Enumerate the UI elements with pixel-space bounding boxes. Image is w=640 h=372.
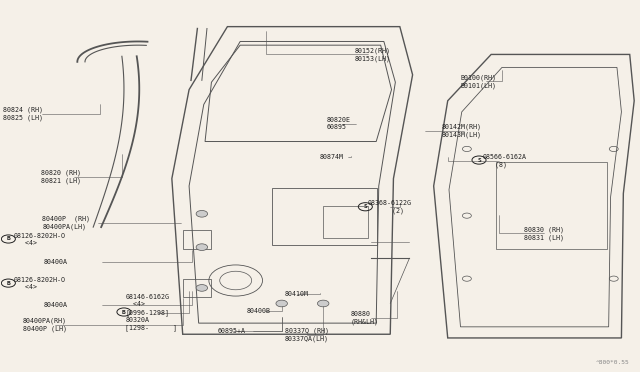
- Text: 80820E
60895: 80820E 60895: [326, 117, 350, 131]
- Text: 80830 (RH)
80831 (LH): 80830 (RH) 80831 (LH): [524, 226, 564, 241]
- Text: S: S: [364, 204, 367, 209]
- Text: 80142M(RH)
80143M(LH): 80142M(RH) 80143M(LH): [442, 124, 481, 138]
- Text: 80820 (RH)
80821 (LH): 80820 (RH) 80821 (LH): [41, 170, 81, 184]
- Text: B: B: [6, 237, 10, 241]
- Text: 80400PA(RH)
80400P (LH): 80400PA(RH) 80400P (LH): [23, 318, 67, 332]
- Text: 80880
(RH&LH): 80880 (RH&LH): [351, 311, 379, 325]
- Text: 80824 (RH)
80825 (LH): 80824 (RH) 80825 (LH): [3, 106, 43, 121]
- Text: B: B: [122, 310, 126, 314]
- Text: 08126-8202H-O
   <4>: 08126-8202H-O <4>: [13, 233, 65, 247]
- Text: 08146-6162G
  <4>
[0996-1298]
80320A
[1298-      ]: 08146-6162G <4> [0996-1298] 80320A [1298…: [125, 294, 177, 331]
- Text: 80337Q (RH)
80337QA(LH): 80337Q (RH) 80337QA(LH): [285, 328, 329, 342]
- Text: 08368-6122G
      (2): 08368-6122G (2): [368, 201, 412, 215]
- Circle shape: [196, 285, 207, 291]
- Text: 80400P  (RH)
80400PA(LH): 80400P (RH) 80400PA(LH): [42, 216, 90, 230]
- Circle shape: [317, 300, 329, 307]
- Text: 80410M: 80410M: [285, 291, 309, 297]
- Text: ^800*0.55: ^800*0.55: [596, 360, 630, 365]
- Text: 80152(RH)
80153(LH): 80152(RH) 80153(LH): [355, 47, 391, 62]
- Circle shape: [196, 211, 207, 217]
- Text: 08126-8202H-O
   <4>: 08126-8202H-O <4>: [13, 277, 65, 290]
- Text: 80400B: 80400B: [246, 308, 271, 314]
- Text: 08566-6162A
   (8): 08566-6162A (8): [483, 154, 527, 168]
- Text: 80400A: 80400A: [44, 259, 68, 265]
- Text: B: B: [6, 280, 10, 286]
- Circle shape: [196, 244, 207, 250]
- Text: S: S: [477, 158, 481, 163]
- Text: 80400A: 80400A: [44, 302, 68, 308]
- Text: B0100(RH)
B0101(LH): B0100(RH) B0101(LH): [461, 74, 497, 89]
- Text: 80874M: 80874M: [320, 154, 344, 160]
- Text: 60895+A: 60895+A: [218, 328, 246, 334]
- Circle shape: [276, 300, 287, 307]
